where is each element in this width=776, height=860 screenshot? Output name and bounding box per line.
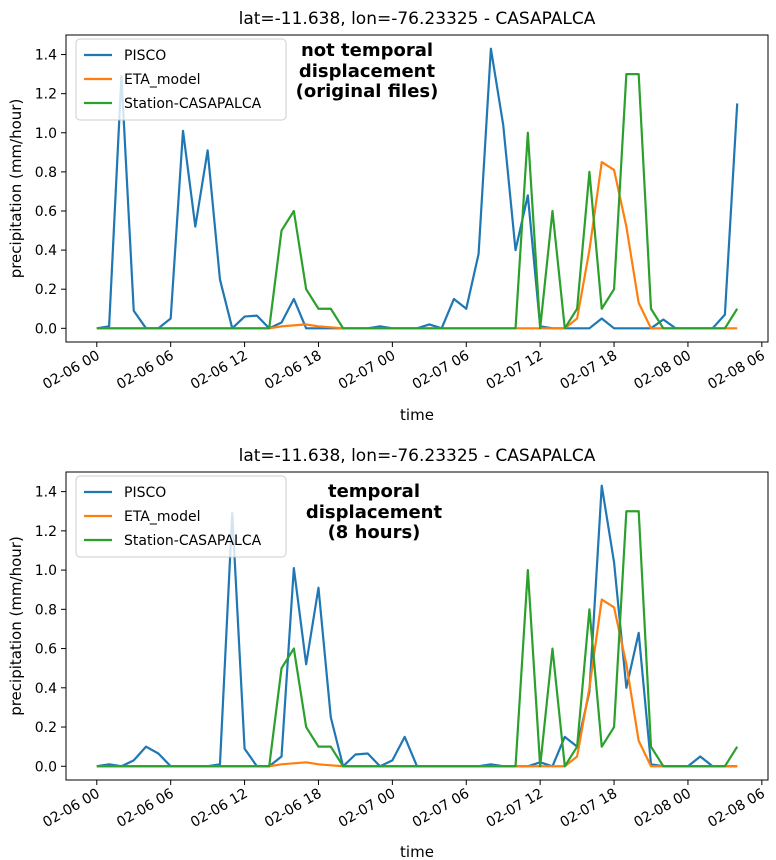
x-tick-label: 02-06 06 — [114, 786, 177, 831]
series-line-eta-model — [96, 161, 738, 330]
x-tick-label: 02-06 00 — [40, 348, 103, 393]
annotation-line: not temporal — [301, 40, 433, 61]
series-group — [96, 484, 739, 768]
legend: PISCO ETA_model Station-CASAPALCA — [75, 475, 287, 558]
chart-panel-2: lat=-11.638, lon=-76.23325 - CASAPALCA 0.… — [7, 446, 769, 860]
x-tick-label: 02-07 12 — [484, 786, 547, 831]
y-axis-label: precipitation (mm/hour) — [7, 536, 25, 716]
x-tick-label: 02-06 18 — [262, 786, 325, 831]
y-axis-label: precipitation (mm/hour) — [7, 99, 25, 279]
x-tick-label: 02-07 00 — [336, 786, 399, 831]
plot-frame — [65, 34, 769, 343]
legend: PISCO ETA_model Station-CASAPALCA — [75, 38, 287, 121]
chart-panel-1: lat=-11.638, lon=-76.23325 - CASAPALCA 0.… — [7, 9, 769, 424]
chart-title: lat=-11.638, lon=-76.23325 - CASAPALCA — [239, 9, 596, 29]
annotation-line: (8 hours) — [328, 522, 421, 543]
x-tick-label: 02-08 00 — [631, 348, 694, 393]
legend-box — [75, 475, 287, 558]
x-tick-label: 02-07 18 — [558, 348, 621, 393]
annotation-line: displacement — [299, 61, 436, 82]
y-tick-label: 1.4 — [35, 48, 57, 64]
annotation-line: (original files) — [296, 81, 439, 102]
series-line-station-casapalca — [96, 73, 739, 330]
x-tick-label: 02-06 06 — [114, 348, 177, 393]
plot-frame — [65, 471, 769, 781]
y-tick-label: 0.6 — [35, 642, 57, 658]
x-tick-label: 02-08 06 — [705, 786, 768, 831]
chart-title: lat=-11.638, lon=-76.23325 - CASAPALCA — [239, 446, 596, 466]
y-tick-label: 1.0 — [35, 126, 57, 142]
y-tick-label: 1.2 — [35, 87, 57, 103]
x-tick-label: 02-06 00 — [40, 786, 103, 831]
y-tick-label: 0.4 — [35, 243, 57, 259]
legend-box — [75, 38, 287, 121]
annotation-line: temporal — [328, 481, 420, 502]
legend-label: PISCO — [124, 48, 166, 64]
y-tick-label: 1.2 — [35, 524, 57, 540]
x-tick-label: 02-07 00 — [336, 348, 399, 393]
x-tick-label: 02-07 06 — [410, 348, 473, 393]
x-tick-label: 02-07 12 — [484, 348, 547, 393]
x-tick-label: 02-06 18 — [262, 348, 325, 393]
x-tick-label: 02-06 12 — [188, 348, 251, 393]
legend-label: ETA_model — [124, 72, 200, 88]
series-group — [96, 47, 739, 330]
x-tick-label: 02-08 06 — [705, 348, 768, 393]
y-tick-label: 0.0 — [35, 759, 57, 775]
series-line-station-casapalca — [96, 510, 739, 768]
x-axis-label: time — [400, 843, 434, 860]
y-tick-label: 0.4 — [35, 681, 57, 697]
y-tick-label: 1.0 — [35, 563, 57, 579]
y-tick-label: 0.2 — [35, 720, 57, 736]
y-tick-label: 0.2 — [35, 282, 57, 298]
annotation-line: displacement — [306, 502, 443, 523]
y-tick-label: 0.8 — [35, 602, 57, 618]
x-tick-label: 02-06 12 — [188, 786, 251, 831]
legend-label: PISCO — [124, 485, 166, 501]
legend-label: Station-CASAPALCA — [124, 96, 262, 112]
y-tick-label: 1.4 — [35, 485, 57, 501]
legend-label: Station-CASAPALCA — [124, 533, 262, 549]
y-tick-label: 0.8 — [35, 165, 57, 181]
x-tick-label: 02-08 00 — [631, 786, 694, 831]
y-tick-label: 0.6 — [35, 204, 57, 220]
series-line-eta-model — [96, 598, 738, 768]
legend-label: ETA_model — [124, 509, 200, 525]
x-tick-label: 02-07 18 — [558, 786, 621, 831]
x-axis-label: time — [400, 406, 434, 424]
y-tick-label: 0.0 — [35, 321, 57, 337]
x-tick-label: 02-07 06 — [410, 786, 473, 831]
